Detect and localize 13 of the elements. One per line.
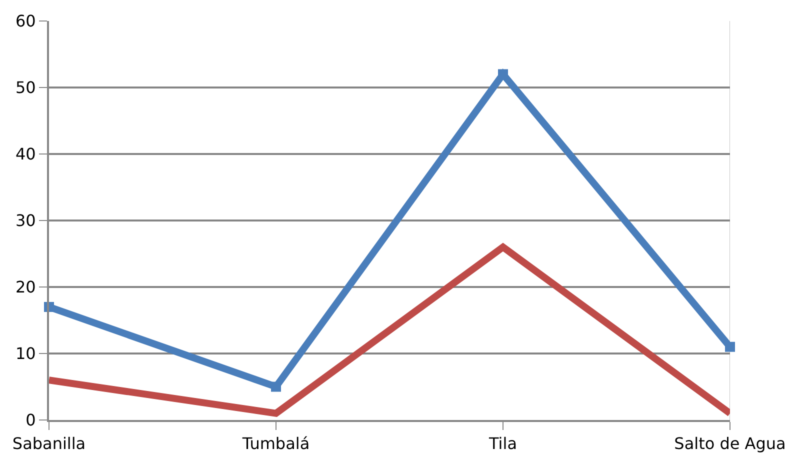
y-tick-label: 40 [15, 144, 36, 164]
x-tick-label: Sabanilla [12, 434, 86, 454]
point [725, 342, 735, 352]
y-tick-label: 30 [15, 211, 36, 230]
x-tick-label: Tumbalá [241, 434, 310, 454]
point [271, 382, 281, 392]
x-tick-label: Salto de Agua [674, 434, 786, 454]
y-tick-label: 10 [15, 344, 36, 364]
x-tick-label: Tila [488, 434, 517, 454]
y-tick-label: 50 [15, 78, 36, 98]
y-tick-label: 0 [26, 410, 36, 430]
y-tick-label: 20 [15, 278, 36, 297]
y-tick-label: 60 [15, 12, 36, 31]
